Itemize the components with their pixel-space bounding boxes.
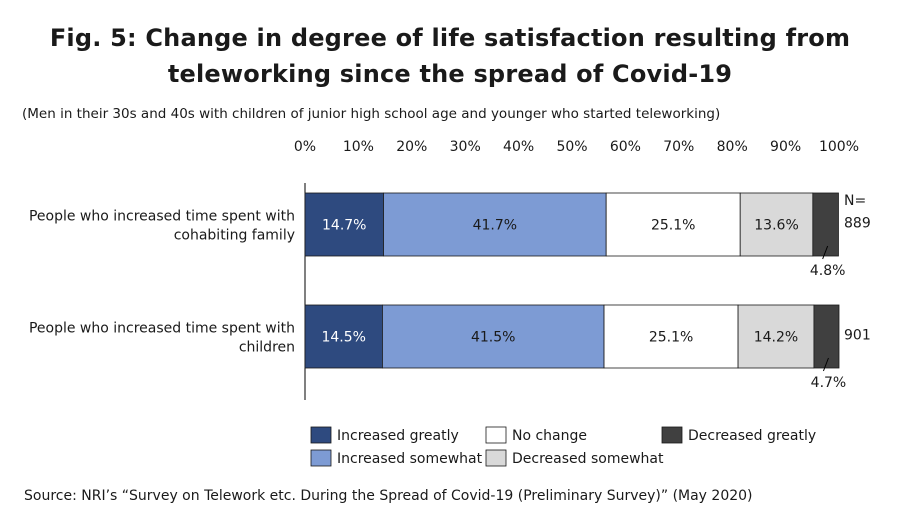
- n-header: N=: [844, 193, 866, 209]
- legend-label: Increased somewhat: [337, 451, 483, 467]
- legend-label: Decreased somewhat: [512, 451, 664, 467]
- legend-swatch: [661, 426, 683, 444]
- bar-segment: [739, 192, 814, 257]
- legend-label: No change: [512, 428, 587, 444]
- legend-swatch: [485, 449, 507, 467]
- data-label: 4.7%: [811, 375, 847, 391]
- source-note: Source: NRI’s “Survey on Telework etc. D…: [24, 488, 753, 504]
- chart-title-line-2: teleworking since the spread of Covid-19: [167, 60, 733, 88]
- n-value: 901: [844, 328, 871, 344]
- data-label: 41.5%: [471, 330, 515, 346]
- data-label: 13.6%: [754, 218, 798, 234]
- x-tick-label: 70%: [663, 139, 694, 155]
- category-label: cohabiting family: [174, 228, 295, 244]
- chart-subtitle: (Men in their 30s and 40s with children …: [22, 106, 721, 122]
- x-tick-label: 50%: [556, 139, 587, 155]
- legend-label: Decreased greatly: [688, 428, 816, 444]
- x-tick-label: 40%: [503, 139, 534, 155]
- bar-segment: [813, 304, 840, 369]
- data-label: 25.1%: [649, 330, 693, 346]
- data-label-leader: [822, 245, 829, 260]
- x-tick-label: 0%: [294, 139, 316, 155]
- category-label: People who increased time spent with: [29, 209, 295, 225]
- x-tick-label: 100%: [819, 139, 859, 155]
- bar-segment: [812, 192, 839, 257]
- bar-segment: [737, 304, 815, 369]
- category-label: children: [239, 340, 295, 356]
- x-tick-label: 60%: [610, 139, 641, 155]
- category-label: People who increased time spent with: [29, 321, 295, 337]
- data-label: 14.2%: [754, 330, 798, 346]
- x-tick-label: 90%: [770, 139, 801, 155]
- x-tick-label: 30%: [450, 139, 481, 155]
- bar-segment: [603, 304, 739, 369]
- legend-label: Increased greatly: [337, 428, 459, 444]
- data-label: 14.5%: [321, 330, 365, 346]
- n-value: 889: [844, 216, 871, 232]
- bar-segment: [383, 192, 607, 257]
- legend-swatch: [310, 449, 332, 467]
- data-label: 4.8%: [810, 263, 846, 279]
- legend-swatch: [485, 426, 507, 444]
- chart-title-line-1: Fig. 5: Change in degree of life satisfa…: [49, 24, 851, 52]
- bar-segment: [382, 304, 605, 369]
- x-tick-label: 10%: [343, 139, 374, 155]
- data-label-leader: [822, 357, 829, 372]
- x-tick-label: 20%: [396, 139, 427, 155]
- data-label: 41.7%: [473, 218, 517, 234]
- x-tick-label: 80%: [717, 139, 748, 155]
- bar-segment: [304, 192, 384, 257]
- data-label: 14.7%: [322, 218, 366, 234]
- legend-swatch: [310, 426, 332, 444]
- bar-segment: [605, 192, 741, 257]
- data-label: 25.1%: [651, 218, 695, 234]
